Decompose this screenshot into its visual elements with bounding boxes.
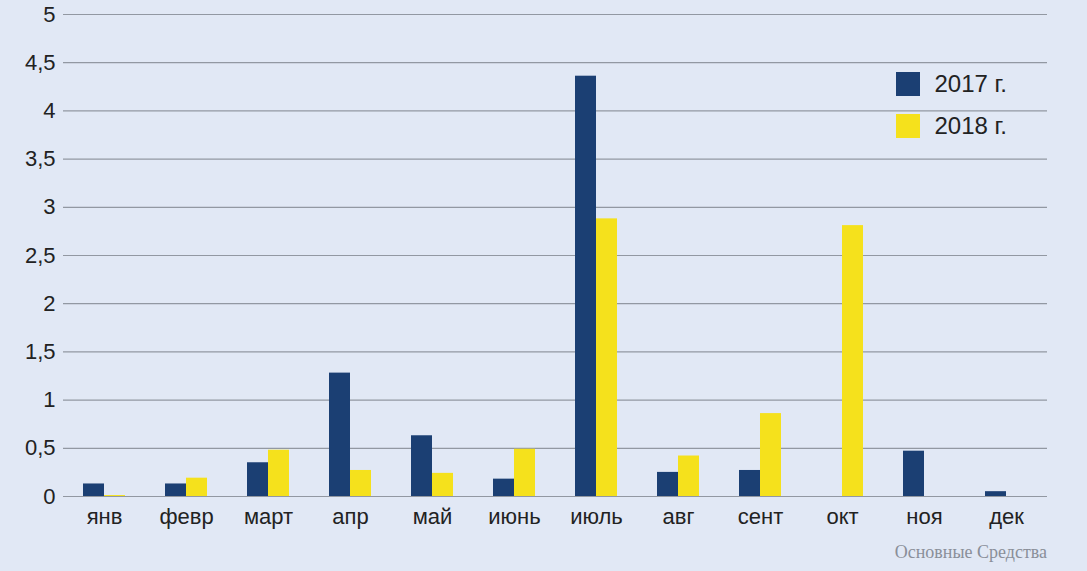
svg-text:дек: дек: [989, 504, 1024, 529]
html-text:2017 г.: 2017 г.: [934, 70, 1007, 97]
svg-text:4,5: 4,5: [25, 50, 56, 75]
svg-text:2,5: 2,5: [25, 243, 56, 268]
svg-text:0: 0: [43, 484, 55, 509]
svg-text:сент: сент: [738, 504, 783, 529]
svg-text:2: 2: [43, 291, 55, 316]
svg-text:5: 5: [43, 2, 55, 27]
svg-text:февр: февр: [159, 504, 213, 529]
svg-text:4: 4: [43, 98, 55, 123]
html-text:Основные Средства: Основные Средства: [894, 542, 1047, 562]
svg-text:ноя: ноя: [906, 504, 942, 529]
svg-text:3: 3: [43, 194, 55, 219]
svg-text:авг: авг: [663, 504, 695, 529]
svg-text:март: март: [244, 504, 293, 529]
svg-text:окт: окт: [826, 504, 858, 529]
svg-text:апр: апр: [332, 504, 368, 529]
svg-text:1,5: 1,5: [25, 339, 56, 364]
svg-text:янв: янв: [87, 504, 123, 529]
svg-text:1: 1: [43, 387, 55, 412]
svg-text:0,5: 0,5: [25, 435, 56, 460]
svg-text:июнь: июнь: [488, 504, 540, 529]
svg-text:3,5: 3,5: [25, 146, 56, 171]
svg-text:май: май: [413, 504, 453, 529]
svg-text:июль: июль: [570, 504, 623, 529]
html-text:2018 г.: 2018 г.: [934, 112, 1007, 139]
